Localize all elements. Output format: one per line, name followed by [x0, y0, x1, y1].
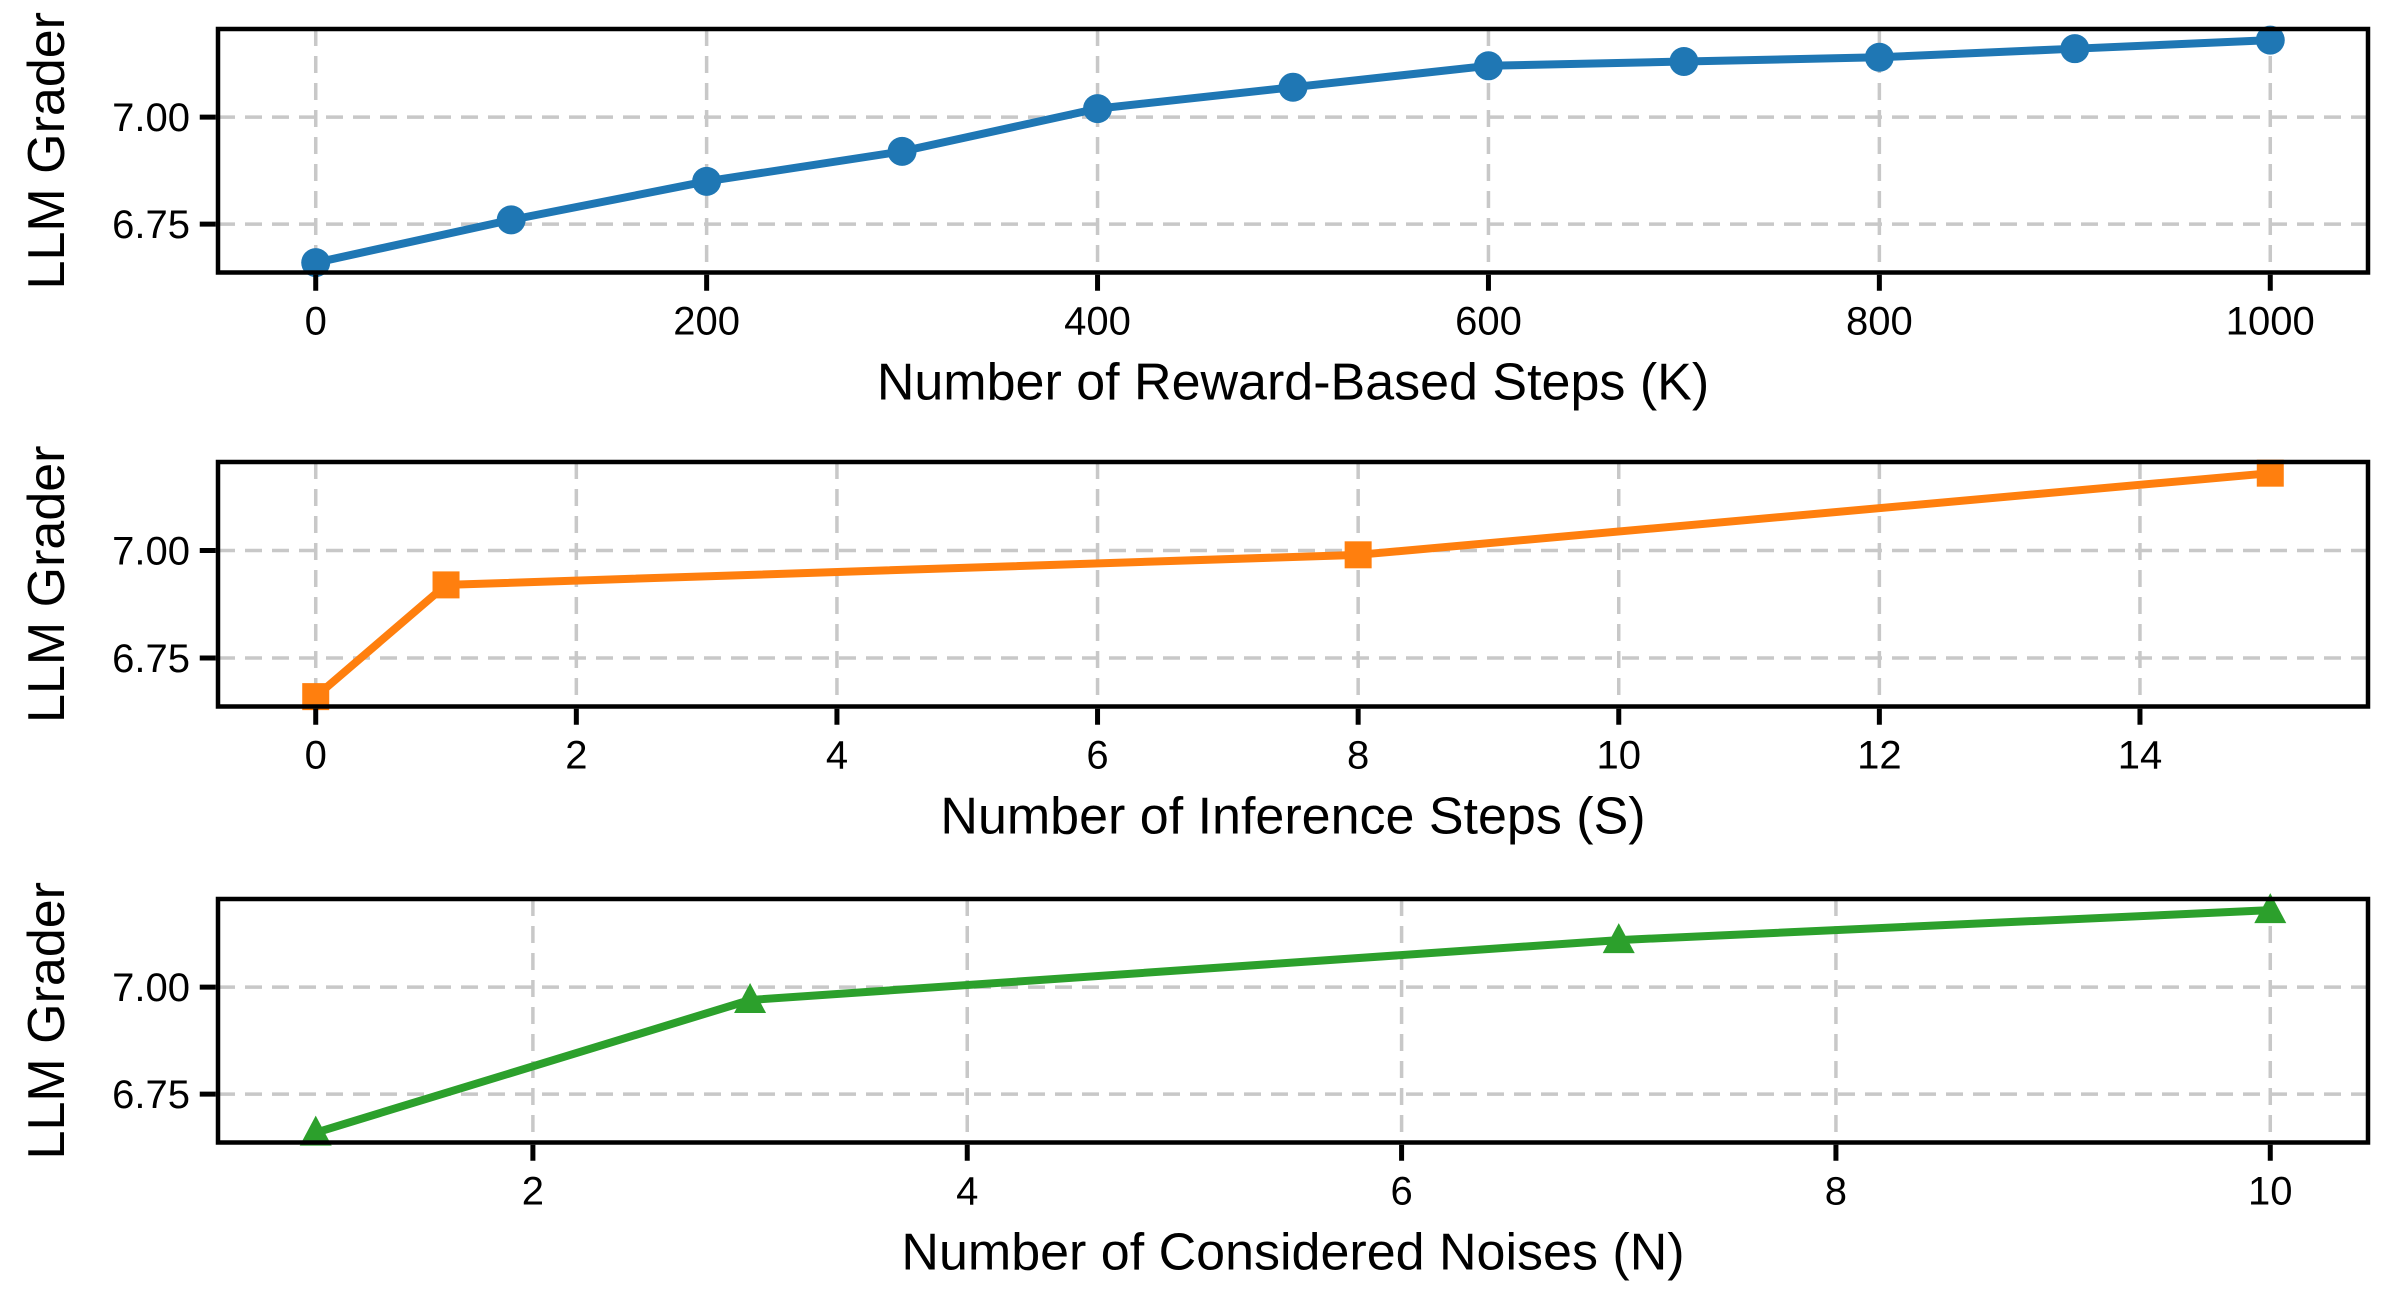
y-axis-label: LLM Grader	[18, 12, 76, 289]
y-tick-label: 6.75	[112, 203, 190, 247]
x-axis-label: Number of Reward-Based Steps (K)	[877, 354, 1709, 412]
y-tick-label: 7.00	[112, 96, 190, 140]
x-tick-label: 1000	[2226, 300, 2315, 344]
x-tick-label: 10	[1597, 734, 1642, 778]
y-tick-label: 6.75	[112, 637, 190, 681]
chart-inference-steps: 0 2 4 6 8 10 12 14 6.75 7.00 Number of Inference S…	[18, 446, 2371, 846]
data-point-circle	[496, 205, 526, 235]
x-axis-label: Number of Inference Steps (S)	[940, 788, 1645, 846]
x-tick-label: 12	[1857, 734, 1902, 778]
data-point-triangle	[734, 982, 767, 1013]
data-point-circle	[1083, 94, 1113, 124]
data-point-circle	[2060, 34, 2090, 64]
x-tick-label: 0	[305, 300, 327, 344]
x-tick-label: 800	[1846, 300, 1913, 344]
data-point-circle	[2255, 25, 2285, 55]
data-point-triangle	[299, 1115, 332, 1146]
plot-border	[215, 26, 2371, 275]
chart-considered-noises: 2 4 6 8 10 6.75 7.00 Number of Considered Noise…	[18, 882, 2371, 1282]
y-tick-label: 6.75	[112, 1073, 190, 1117]
chart-reward-steps: 0 200 400 600 800 1000 6.75 7.00 Number of Rewar…	[18, 12, 2371, 412]
x-tick-label: 10	[2248, 1170, 2293, 1214]
x-tick-label: 6	[1390, 1170, 1412, 1214]
x-tick-label: 4	[956, 1170, 978, 1214]
x-tick-label: 8	[1825, 1170, 1847, 1214]
y-axis-label: LLM Grader	[18, 446, 76, 723]
x-tick-label: 600	[1455, 300, 1522, 344]
x-tick-label: 0	[305, 734, 327, 778]
x-tick-label: 6	[1086, 734, 1108, 778]
data-point-circle	[1669, 47, 1699, 77]
data-point-circle	[1278, 72, 1308, 102]
plot-border	[215, 459, 2371, 709]
data-point-circle	[301, 248, 331, 278]
data-point-circle	[1864, 42, 1894, 72]
y-axis-label: LLM Grader	[18, 882, 76, 1159]
data-point-square	[1344, 541, 1372, 569]
x-tick-label: 200	[673, 300, 740, 344]
plot-border	[215, 896, 2371, 1145]
y-tick-label: 7.00	[112, 530, 190, 574]
y-tick-label: 7.00	[112, 966, 190, 1010]
data-point-circle	[692, 166, 722, 196]
data-point-triangle	[1602, 923, 1635, 954]
data-point-square	[432, 571, 460, 599]
x-tick-label: 400	[1064, 300, 1131, 344]
data-line-considered-noises	[311, 906, 2275, 1137]
x-tick-label: 8	[1347, 734, 1369, 778]
data-point-circle	[887, 136, 917, 166]
x-tick-label: 2	[565, 734, 587, 778]
x-tick-label: 4	[826, 734, 848, 778]
data-line-inference-steps	[311, 469, 2275, 701]
x-axis-label: Number of Considered Noises (N)	[901, 1224, 1684, 1282]
x-tick-label: 2	[522, 1170, 544, 1214]
data-point-circle	[1473, 51, 1503, 81]
x-tick-label: 14	[2118, 734, 2163, 778]
data-point-triangle	[2254, 893, 2287, 924]
